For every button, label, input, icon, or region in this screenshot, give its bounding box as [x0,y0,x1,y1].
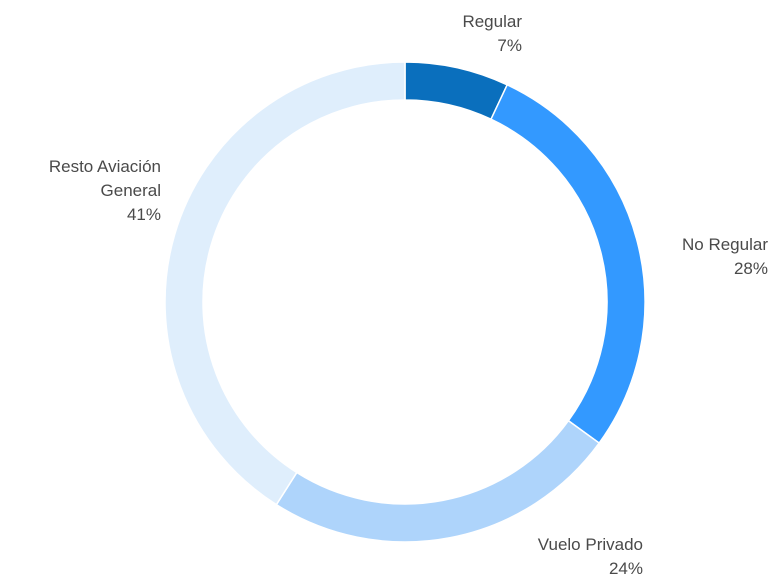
slice-label: Regular 7% [372,10,522,58]
value-label: 28% [733,259,768,278]
value-label: 24% [608,559,643,578]
category-label: Resto Aviación General [48,157,161,200]
slice-label: No Regular 28% [618,233,768,281]
donut-slice [164,61,406,506]
value-label: 7% [497,36,522,55]
slice-label: Vuelo Privado 24% [493,533,643,581]
slice-label: Resto Aviación General 41% [11,155,161,227]
donut-slice [275,419,601,543]
category-label: Regular [462,12,522,31]
value-label: 41% [126,205,161,224]
category-label: Vuelo Privado [537,535,643,554]
donut-slice [404,61,509,121]
category-label: No Regular [682,235,768,254]
